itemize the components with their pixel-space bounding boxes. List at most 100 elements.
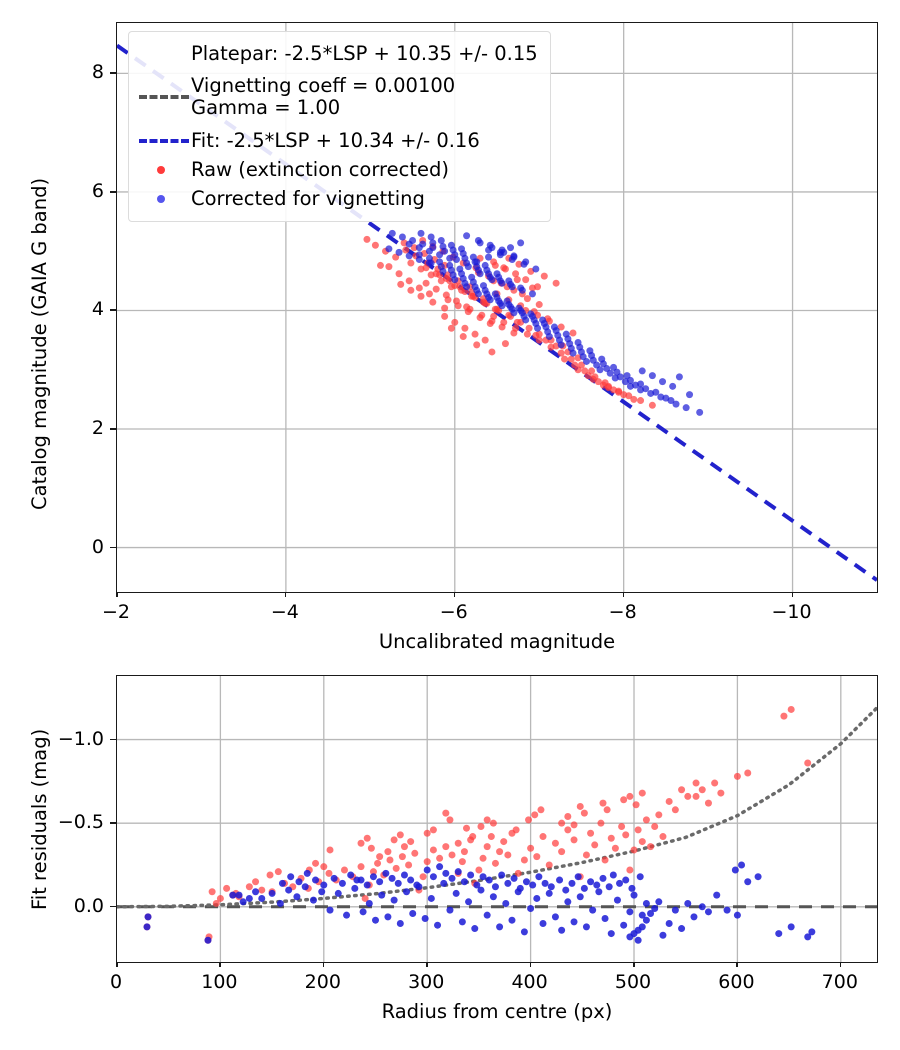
data-point — [682, 404, 690, 412]
legend-entry: Corrected for vignetting — [137, 184, 538, 213]
data-point — [754, 873, 762, 881]
data-point — [692, 779, 700, 787]
data-point — [452, 255, 460, 263]
data-point — [436, 863, 444, 871]
data-point — [441, 247, 449, 255]
data-point — [460, 878, 468, 886]
data-point — [567, 355, 575, 363]
data-point — [483, 816, 491, 824]
data-point — [369, 873, 377, 881]
data-point — [651, 904, 659, 912]
data-point — [733, 911, 741, 919]
data-point — [620, 796, 628, 804]
y-tick-label: 2 — [91, 417, 104, 439]
x-tick-mark — [791, 591, 794, 597]
data-point — [376, 853, 384, 861]
data-point — [518, 286, 526, 294]
data-point — [574, 366, 582, 374]
data-point — [539, 833, 547, 841]
data-point — [744, 878, 752, 886]
data-point — [405, 252, 413, 260]
data-point — [285, 886, 293, 894]
data-point — [713, 891, 721, 899]
data-point — [485, 876, 493, 884]
data-point — [395, 270, 403, 278]
data-point — [630, 891, 638, 899]
x-tick-label: 600 — [718, 971, 755, 993]
y-tick-mark — [110, 190, 116, 193]
data-point — [626, 792, 634, 800]
data-point — [388, 229, 396, 237]
data-point — [587, 829, 595, 837]
x-tick-mark — [426, 961, 428, 967]
data-point — [427, 233, 435, 241]
data-point — [582, 851, 590, 859]
data-point — [615, 387, 623, 395]
data-point — [421, 915, 429, 923]
data-point — [447, 324, 455, 332]
data-point — [422, 279, 430, 287]
data-point — [320, 881, 328, 889]
legend-label-stack: Raw (extinction corrected) — [191, 158, 449, 181]
data-point — [744, 769, 752, 777]
x-tick-mark — [322, 961, 325, 967]
data-point — [463, 283, 471, 291]
data-point — [363, 235, 371, 243]
data-point — [552, 279, 560, 287]
bottom-plot-data-layer — [117, 676, 877, 962]
scatter-series — [385, 229, 704, 416]
data-point — [606, 369, 614, 377]
data-point — [436, 854, 444, 862]
data-point — [351, 884, 359, 892]
data-point — [512, 270, 520, 278]
data-point — [515, 260, 523, 268]
x-tick-label: −8 — [608, 601, 637, 623]
data-point — [638, 911, 646, 919]
data-point — [312, 876, 320, 884]
data-point — [143, 923, 151, 931]
x-tick-label: −10 — [771, 601, 812, 623]
data-point — [407, 876, 415, 884]
data-point — [301, 883, 309, 891]
legend-label-stack: Vignetting coeff = 0.00100 Gamma = 1.00 — [191, 75, 455, 119]
data-point — [390, 896, 398, 904]
data-point — [488, 348, 496, 356]
data-point — [460, 848, 468, 856]
data-point — [655, 811, 663, 819]
y-tick-label: −0.5 — [57, 811, 104, 834]
data-point — [532, 265, 540, 273]
data-point — [684, 792, 692, 800]
data-point — [632, 801, 640, 809]
y-tick-label: 6 — [91, 179, 104, 202]
data-point — [808, 928, 816, 936]
data-point — [446, 906, 454, 914]
data-point — [432, 285, 440, 293]
data-point — [476, 270, 484, 278]
top-plot-xlabel: Uncalibrated magnitude — [378, 630, 616, 653]
data-point — [458, 918, 466, 926]
legend-box: Platepar: -2.5*LSP + 10.35 +/- 0.15 Vigne… — [128, 31, 551, 222]
data-point — [378, 891, 386, 899]
data-point — [451, 318, 459, 326]
data-point — [569, 349, 577, 357]
data-point — [669, 382, 677, 390]
data-point — [489, 819, 497, 827]
y-tick-label: 4 — [91, 298, 104, 321]
data-point — [513, 276, 521, 284]
data-point — [402, 246, 410, 254]
data-point — [293, 893, 301, 901]
data-point — [398, 853, 406, 861]
data-point — [576, 893, 584, 901]
data-point — [409, 910, 417, 917]
data-point — [638, 923, 646, 931]
data-point — [561, 355, 569, 363]
x-tick-mark — [529, 961, 532, 967]
y-tick-mark — [110, 905, 116, 908]
data-point — [540, 272, 548, 280]
data-point — [312, 859, 320, 867]
data-point — [613, 896, 621, 904]
x-tick-mark — [453, 591, 456, 597]
data-point — [551, 913, 559, 921]
data-point — [374, 859, 382, 867]
data-point — [704, 908, 712, 916]
